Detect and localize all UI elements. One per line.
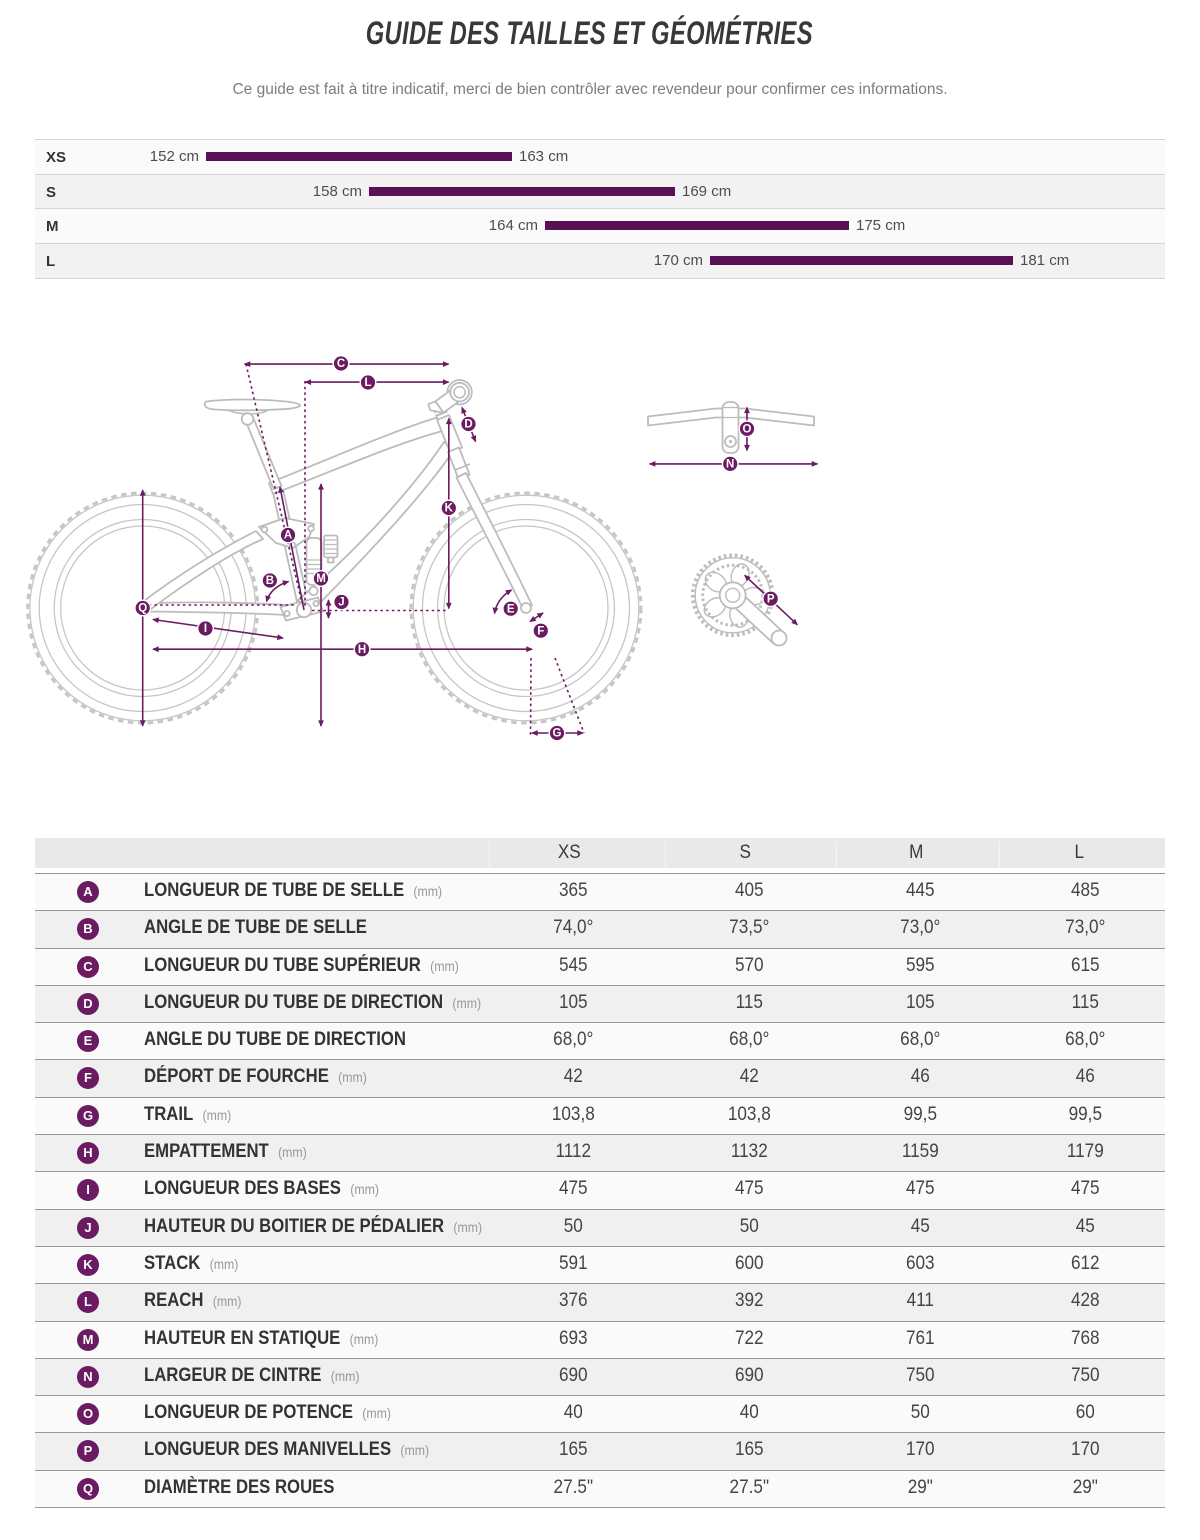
svg-text:I: I xyxy=(204,623,207,635)
svg-text:J: J xyxy=(338,597,344,609)
svg-text:G: G xyxy=(553,728,562,740)
svg-text:O: O xyxy=(743,423,752,435)
svg-text:B: B xyxy=(266,575,274,587)
svg-text:Q: Q xyxy=(138,603,147,615)
svg-text:P: P xyxy=(767,593,775,605)
svg-text:F: F xyxy=(537,625,544,637)
svg-text:C: C xyxy=(337,358,345,370)
svg-text:D: D xyxy=(464,419,472,431)
svg-text:N: N xyxy=(726,459,734,471)
svg-text:A: A xyxy=(284,530,292,542)
svg-text:E: E xyxy=(507,603,515,615)
svg-text:M: M xyxy=(316,573,326,585)
svg-text:L: L xyxy=(364,377,371,389)
svg-text:K: K xyxy=(445,503,454,515)
svg-text:H: H xyxy=(358,644,366,656)
